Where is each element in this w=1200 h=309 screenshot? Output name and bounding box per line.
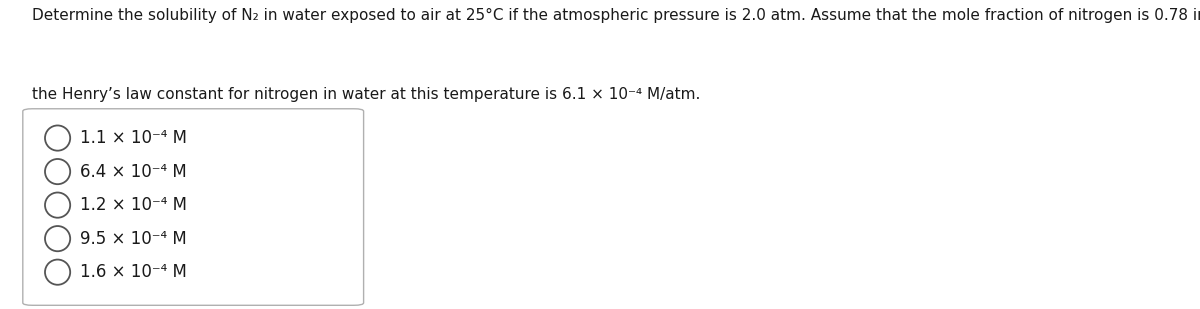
Text: the Henry’s law constant for nitrogen in water at this temperature is 6.1 × 10⁻⁴: the Henry’s law constant for nitrogen in… [32,87,701,102]
Ellipse shape [46,260,70,285]
Ellipse shape [46,125,70,151]
Ellipse shape [46,226,70,251]
Text: 9.5 × 10⁻⁴ M: 9.5 × 10⁻⁴ M [80,230,187,248]
Text: Determine the solubility of N₂ in water exposed to air at 25°C if the atmospheri: Determine the solubility of N₂ in water … [32,8,1200,23]
Ellipse shape [46,193,70,218]
Text: 1.2 × 10⁻⁴ M: 1.2 × 10⁻⁴ M [80,196,187,214]
Text: 1.1 × 10⁻⁴ M: 1.1 × 10⁻⁴ M [80,129,187,147]
Text: 6.4 × 10⁻⁴ M: 6.4 × 10⁻⁴ M [80,163,187,180]
FancyBboxPatch shape [23,109,364,305]
Text: 1.6 × 10⁻⁴ M: 1.6 × 10⁻⁴ M [80,263,187,281]
Ellipse shape [46,159,70,184]
